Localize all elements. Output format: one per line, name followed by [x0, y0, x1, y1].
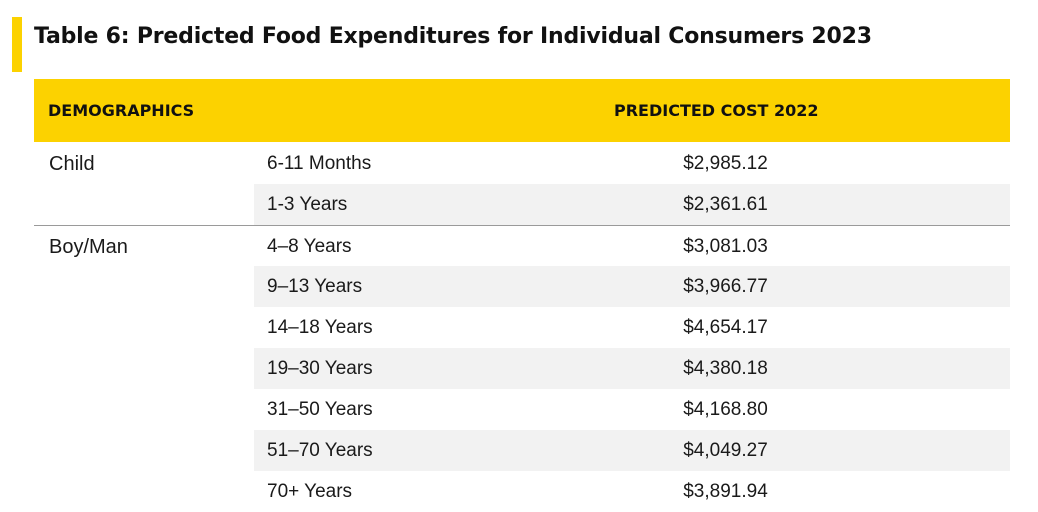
row-cost-value: $2,985.12: [683, 153, 768, 174]
table-title: Table 6: Predicted Food Expenditures for…: [34, 24, 872, 49]
row-group-label: Child: [49, 153, 95, 175]
row-shade: [254, 430, 1010, 471]
row-age-label: 19–30 Years: [267, 358, 373, 379]
row-age-label: 9–13 Years: [267, 276, 363, 297]
row-age-label: 51–70 Years: [267, 440, 373, 461]
row-age-label: 31–50 Years: [267, 399, 373, 420]
row-shade: [254, 184, 1010, 225]
row-cost-value: $4,654.17: [683, 317, 768, 338]
row-cost-value: $2,361.61: [683, 194, 768, 215]
header-demographics: DEMOGRAPHICS: [48, 101, 195, 120]
row-age-label: 14–18 Years: [267, 317, 373, 338]
row-cost-value: $4,049.27: [683, 440, 768, 461]
row-group-label: Boy/Man: [49, 236, 128, 258]
group-divider: [34, 225, 1010, 226]
row-cost-value: $3,081.03: [683, 236, 768, 257]
row-age-label: 6-11 Months: [267, 153, 372, 174]
row-cost-value: $3,966.77: [683, 276, 768, 297]
row-shade: [254, 266, 1010, 307]
header-predicted-cost: PREDICTED COST 2022: [614, 101, 819, 120]
row-cost-value: $3,891.94: [683, 481, 768, 502]
table-row: 51–70 Years $4,049.27: [34, 430, 1010, 471]
table-row: 31–50 Years $4,168.80: [34, 389, 1010, 430]
row-age-label: 70+ Years: [267, 481, 353, 502]
row-shade: [254, 348, 1010, 389]
table-row: 70+ Years $3,891.94: [34, 471, 1010, 512]
table-row: Boy/Man 4–8 Years $3,081.03: [34, 226, 1010, 267]
row-cost-value: $4,380.18: [683, 358, 768, 379]
table-row: 1-3 Years $2,361.61: [34, 184, 1010, 225]
table-header: DEMOGRAPHICS PREDICTED COST 2022: [34, 79, 1010, 142]
title-accent-bar: [12, 17, 22, 72]
row-cost-value: $4,168.80: [683, 399, 768, 420]
table-row: 19–30 Years $4,380.18: [34, 348, 1010, 389]
table-row: 9–13 Years $3,966.77: [34, 266, 1010, 307]
row-age-label: 4–8 Years: [267, 236, 352, 257]
table-row: 14–18 Years $4,654.17: [34, 307, 1010, 348]
row-age-label: 1-3 Years: [267, 194, 348, 215]
table-row: Child 6-11 Months $2,985.12: [34, 143, 1010, 184]
